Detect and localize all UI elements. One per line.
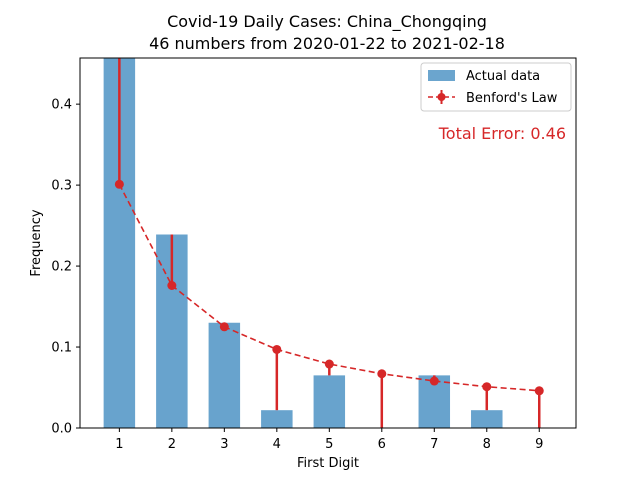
bar-digit-8	[471, 410, 503, 428]
legend: Actual data Benford's Law	[420, 62, 572, 112]
benford-line	[118, 183, 540, 392]
legend-label-actual: Actual data	[466, 69, 540, 84]
bar-digit-3	[208, 322, 241, 428]
y-tick-label-0: 0.0	[51, 422, 72, 437]
legend-box	[420, 62, 572, 112]
benford-point-digit-9	[534, 386, 544, 396]
benford-point-digit-4	[272, 344, 282, 354]
y-tick-label-4: 0.4	[51, 98, 72, 113]
x-tick-label-1: 1	[115, 437, 123, 452]
x-tick-label-9: 9	[535, 437, 543, 452]
plot-frame	[79, 57, 577, 429]
chart-subtitle: 46 numbers from 2020-01-22 to 2021-02-18	[149, 34, 505, 53]
x-tick-label-8: 8	[483, 437, 491, 452]
x-tick-label-3: 3	[220, 437, 228, 452]
x-tick-label-6: 6	[378, 437, 386, 452]
y-axis: 0.0 0.1 0.2 0.3 0.4	[51, 98, 80, 437]
x-axis-label: First Digit	[297, 456, 359, 471]
x-tick-label-5: 5	[325, 437, 333, 452]
legend-marker-benford	[437, 93, 446, 101]
benford-point-digit-2	[167, 281, 177, 291]
y-tick-label-2: 0.2	[51, 260, 72, 275]
y-tick-label-3: 0.3	[51, 179, 72, 194]
benford-point-digit-6	[377, 369, 387, 379]
x-axis: 1 2 3 4 5 6 7 8 9	[115, 428, 543, 452]
benford-point-digit-5	[324, 359, 334, 369]
bar-digit-4	[261, 410, 293, 428]
x-tick-label-2: 2	[168, 437, 176, 452]
legend-swatch-actual	[428, 70, 455, 81]
x-tick-label-4: 4	[273, 437, 281, 452]
chart-title: Covid-19 Daily Cases: China_Chongqing	[167, 12, 487, 32]
plot-area	[103, 58, 544, 428]
legend-label-benford: Benford's Law	[466, 91, 558, 106]
benford-point-digit-3	[219, 322, 229, 332]
benford-point-digit-7	[429, 376, 439, 386]
total-error-annotation: Total Error: 0.46	[438, 124, 566, 143]
y-tick-label-1: 0.1	[51, 341, 72, 356]
benford-point-digit-1	[114, 179, 124, 189]
bar-digit-5	[313, 375, 346, 428]
benford-point-digit-8	[482, 382, 492, 392]
x-tick-label-7: 7	[430, 437, 438, 452]
y-axis-label: Frequency	[29, 209, 44, 276]
